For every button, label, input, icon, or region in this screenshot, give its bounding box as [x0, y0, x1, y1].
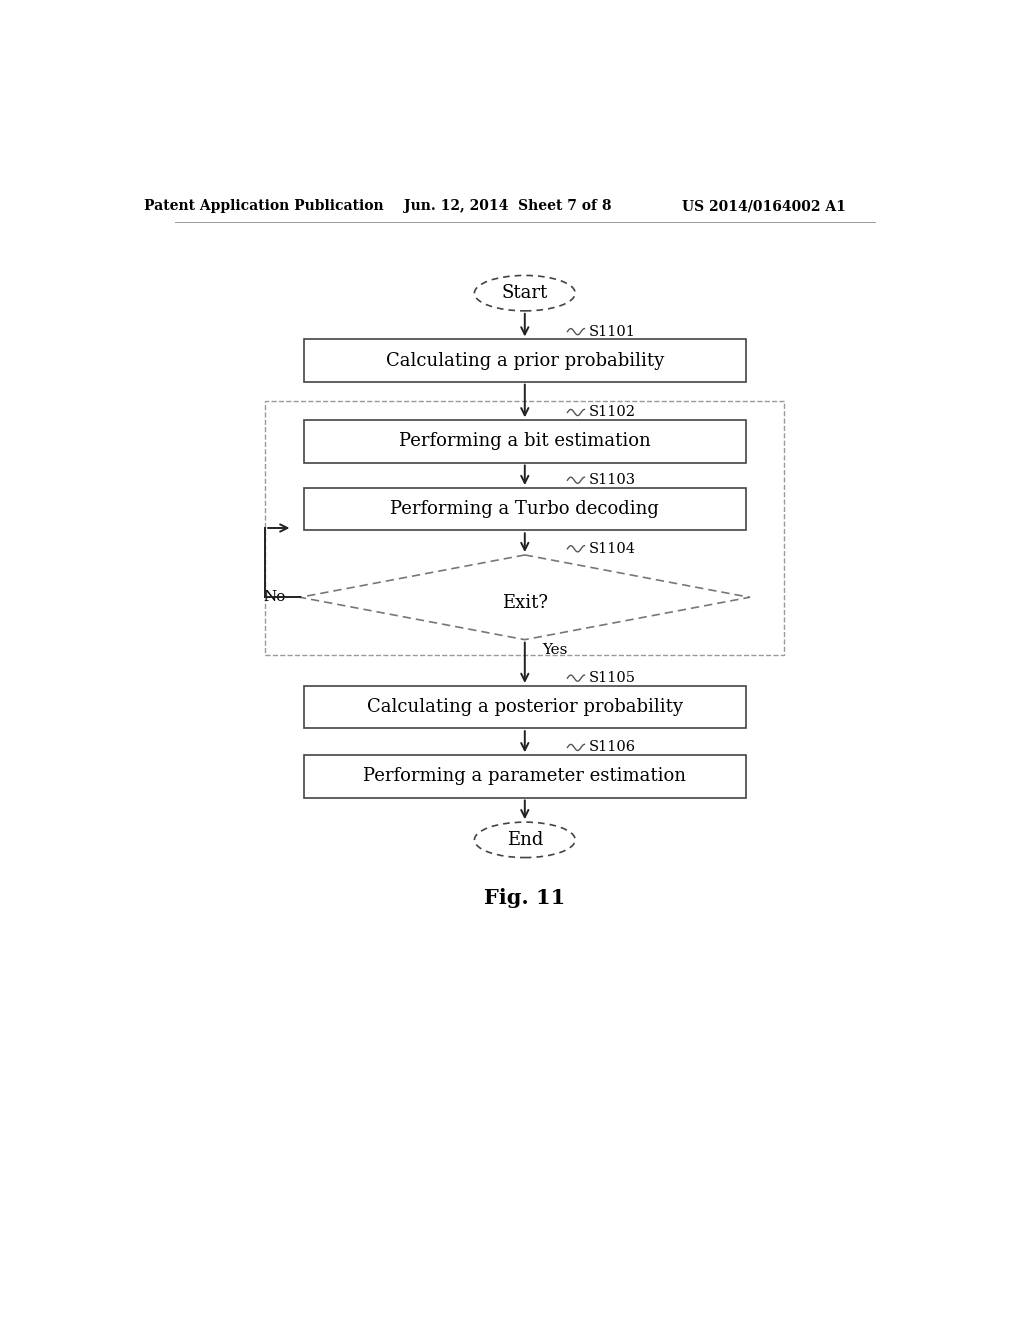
- Text: S1105: S1105: [589, 671, 636, 685]
- Text: Fig. 11: Fig. 11: [484, 887, 565, 908]
- FancyBboxPatch shape: [304, 488, 745, 531]
- Text: Calculating a posterior probability: Calculating a posterior probability: [367, 698, 683, 715]
- Text: Performing a bit estimation: Performing a bit estimation: [399, 433, 650, 450]
- Text: S1102: S1102: [589, 405, 636, 420]
- FancyBboxPatch shape: [304, 686, 745, 729]
- Text: Yes: Yes: [542, 643, 567, 657]
- Text: Performing a parameter estimation: Performing a parameter estimation: [364, 767, 686, 785]
- FancyBboxPatch shape: [304, 420, 745, 462]
- Text: S1103: S1103: [589, 474, 636, 487]
- Text: Exit?: Exit?: [502, 594, 548, 612]
- Text: S1101: S1101: [589, 325, 636, 339]
- Text: S1106: S1106: [589, 741, 636, 755]
- FancyBboxPatch shape: [304, 339, 745, 381]
- Text: Performing a Turbo decoding: Performing a Turbo decoding: [390, 500, 659, 519]
- Text: US 2014/0164002 A1: US 2014/0164002 A1: [682, 199, 846, 213]
- Text: S1104: S1104: [589, 541, 636, 556]
- Text: Start: Start: [502, 284, 548, 302]
- Text: Calculating a prior probability: Calculating a prior probability: [386, 351, 664, 370]
- Text: Jun. 12, 2014  Sheet 7 of 8: Jun. 12, 2014 Sheet 7 of 8: [404, 199, 611, 213]
- Text: No: No: [264, 590, 286, 605]
- Text: Patent Application Publication: Patent Application Publication: [143, 199, 383, 213]
- FancyBboxPatch shape: [304, 755, 745, 797]
- Text: End: End: [507, 830, 543, 849]
- Ellipse shape: [474, 822, 575, 858]
- Ellipse shape: [474, 276, 575, 312]
